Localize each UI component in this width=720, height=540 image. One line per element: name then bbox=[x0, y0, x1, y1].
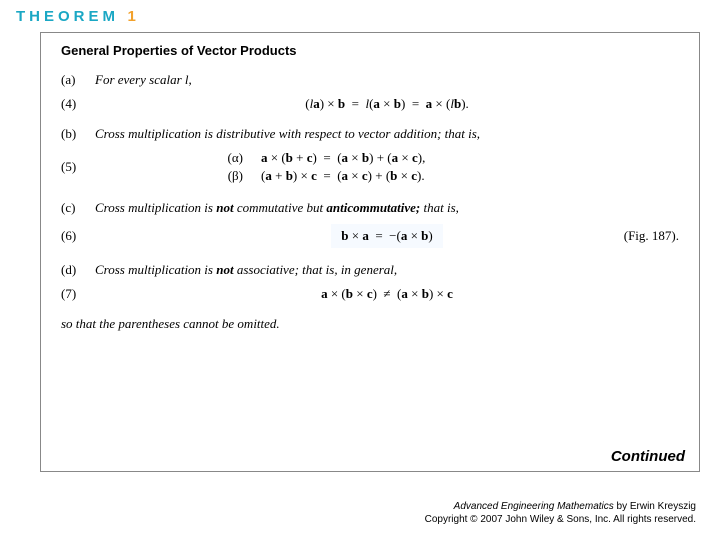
eq6-number: (6) bbox=[61, 228, 95, 244]
item-c-bold2: anticommutative; bbox=[326, 200, 420, 215]
equation-5: (5) (α) a × (b + c) = (a × b) + (a × c),… bbox=[61, 148, 679, 186]
item-d-label: (d) bbox=[61, 262, 95, 278]
item-c-post: that is, bbox=[420, 200, 459, 215]
eq5-alpha: (α) a × (b + c) = (a × b) + (a × c), bbox=[95, 150, 679, 166]
credits-line2: Copyright © 2007 John Wiley & Sons, Inc.… bbox=[425, 513, 696, 526]
theorem-word: THEOREM bbox=[16, 8, 119, 25]
item-a-text: For every scalar l, bbox=[95, 72, 679, 88]
eq5-number: (5) bbox=[61, 159, 95, 175]
item-d-post: associative; that is, in general, bbox=[234, 262, 398, 277]
item-d-bold1: not bbox=[216, 262, 233, 277]
credits-book-title: Advanced Engineering Mathematics bbox=[454, 501, 614, 512]
item-b: (b) Cross multiplication is distributive… bbox=[61, 126, 679, 142]
theorem-number: 1 bbox=[127, 8, 135, 25]
item-d-text: Cross multiplication is not associative;… bbox=[95, 262, 679, 278]
item-c-bold1: not bbox=[216, 200, 233, 215]
eq6-ref: (Fig. 187). bbox=[624, 228, 679, 244]
eq7-body: a × (b × c) ≠ (a × b) × c bbox=[95, 286, 679, 302]
item-c-pre: Cross multiplication is bbox=[95, 200, 216, 215]
eq7-number: (7) bbox=[61, 286, 95, 302]
equation-7: (7) a × (b × c) ≠ (a × b) × c bbox=[61, 286, 679, 302]
eq5-beta: (β) (a + b) × c = (a × c) + (b × c). bbox=[95, 168, 679, 184]
eq6-body: b × a = −(a × b) bbox=[95, 224, 679, 248]
equation-4: (4) (la) × b = l(a × b) = a × (lb). bbox=[61, 96, 679, 112]
credits-line1: Advanced Engineering Mathematics by Erwi… bbox=[425, 500, 696, 513]
equation-6: (6) b × a = −(a × b) (Fig. 187). bbox=[61, 224, 679, 248]
credits: Advanced Engineering Mathematics by Erwi… bbox=[425, 500, 696, 526]
item-c: (c) Cross multiplication is not commutat… bbox=[61, 200, 679, 216]
credits-author: by Erwin Kreyszig bbox=[614, 501, 696, 512]
item-a-label: (a) bbox=[61, 72, 95, 88]
item-c-label: (c) bbox=[61, 200, 95, 216]
eq5-beta-label: (β) bbox=[213, 168, 243, 184]
item-c-text: Cross multiplication is not commutative … bbox=[95, 200, 679, 216]
item-d-pre: Cross multiplication is bbox=[95, 262, 216, 277]
eq4-number: (4) bbox=[61, 96, 95, 112]
item-b-text: Cross multiplication is distributive wit… bbox=[95, 126, 679, 142]
theorem-header: THEOREM 1 bbox=[16, 8, 136, 26]
theorem-box: General Properties of Vector Products (a… bbox=[40, 32, 700, 472]
item-a: (a) For every scalar l, bbox=[61, 72, 679, 88]
box-title: General Properties of Vector Products bbox=[61, 43, 679, 58]
item-c-mid: commutative but bbox=[234, 200, 327, 215]
closing-text: so that the parentheses cannot be omitte… bbox=[61, 316, 679, 332]
item-d: (d) Cross multiplication is not associat… bbox=[61, 262, 679, 278]
eq5-alpha-body: a × (b + c) = (a × b) + (a × c), bbox=[261, 150, 561, 166]
continued-label: Continued bbox=[611, 448, 685, 465]
eq5-beta-body: (a + b) × c = (a × c) + (b × c). bbox=[261, 168, 561, 184]
eq4-body: (la) × b = l(a × b) = a × (lb). bbox=[95, 96, 679, 112]
item-b-label: (b) bbox=[61, 126, 95, 142]
eq5-alpha-label: (α) bbox=[213, 150, 243, 166]
